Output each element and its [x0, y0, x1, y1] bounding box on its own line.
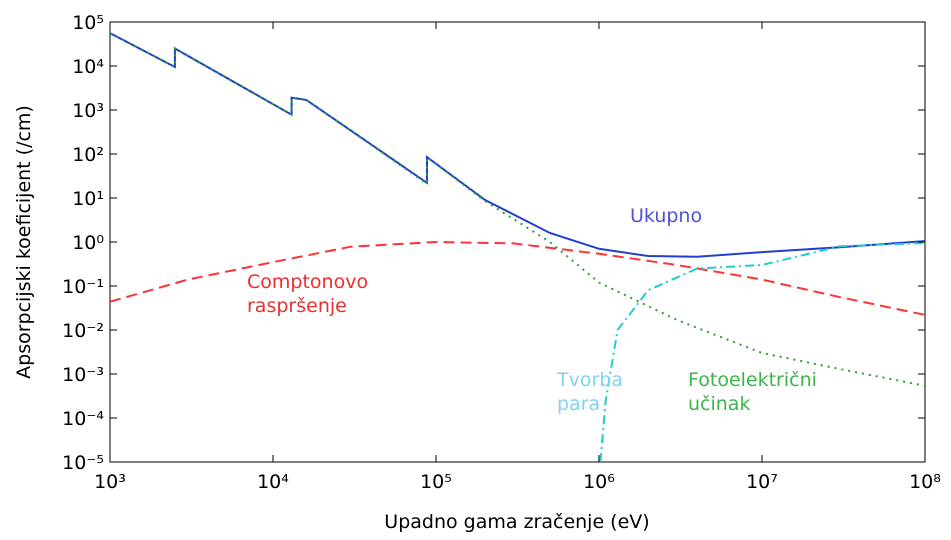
series-line [110, 240, 925, 316]
series-line [110, 32, 925, 258]
y-tick-label: 10⁻² [62, 320, 104, 342]
plot-frame [109, 21, 926, 463]
y-tick-label: 10⁴ [72, 56, 104, 78]
y-tick-label: 10³ [72, 100, 104, 122]
x-tick-label: 10³ [94, 471, 126, 493]
lines [110, 32, 925, 462]
y-axis-label: Apsorpcijski koeficijent (/cm) [13, 105, 35, 379]
y-tick-label: 10² [72, 144, 104, 166]
y-tick-label: 10⁵ [72, 12, 104, 34]
series-line [599, 242, 925, 462]
y-tick-label: 10⁻¹ [62, 276, 104, 298]
x-tick-label: 10⁵ [420, 471, 452, 493]
y-tick-label: 10⁰ [72, 232, 104, 254]
series-annotation: Comptonovo raspršenje [247, 271, 369, 317]
series-annotation: Ukupno [630, 205, 703, 227]
series-annotation: Fotoelektrični učinak [688, 369, 817, 415]
x-tick-label: 10⁸ [909, 471, 941, 493]
x-tick-label: 10⁶ [583, 471, 615, 493]
y-tick-label: 10⁻³ [62, 364, 104, 386]
series-annotation: Tvorba para [557, 369, 623, 415]
x-tick-label: 10⁷ [746, 471, 778, 493]
series-line [110, 32, 925, 387]
y-tick-label: 10¹ [72, 188, 104, 210]
y-tick-label: 10⁻⁴ [62, 408, 104, 430]
x-axis-label: Upadno gama zračenje (eV) [384, 511, 649, 533]
y-tick-label: 10⁻⁵ [62, 452, 104, 474]
x-tick-label: 10⁴ [257, 471, 289, 493]
